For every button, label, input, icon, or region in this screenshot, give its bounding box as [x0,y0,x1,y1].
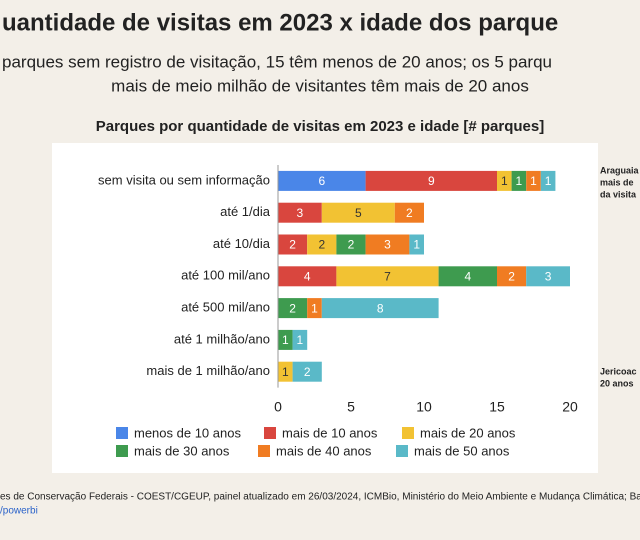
bar-segment [278,266,337,287]
bar-segment [336,234,366,255]
data-label: 7 [384,269,391,283]
data-label: 1 [297,333,304,347]
y-tick-label: até 500 mil/ano [181,300,270,315]
data-label: 1 [311,301,318,315]
legend-label: menos de 10 anos [134,425,241,440]
bar-segment [511,170,527,191]
bar-segment [394,202,424,223]
chart-title: Parques por quantidade de visitas em 202… [96,118,545,135]
data-label: 2 [318,238,325,252]
data-label: 1 [516,174,523,188]
y-tick-label: até 1 milhão/ano [174,331,270,346]
bar-segment [336,266,439,287]
y-tick-label: até 1/dia [220,204,271,219]
data-label: 1 [530,174,537,188]
data-label: 2 [289,301,296,315]
y-tick-label: até 10/dia [213,236,271,251]
data-label: 1 [282,365,289,379]
bar-segment [438,266,497,287]
bar-segment [307,234,337,255]
bar-segment [278,202,322,223]
bar-segment [526,266,570,287]
data-label: 5 [355,206,362,220]
data-label: 2 [289,238,296,252]
bar-segment [526,170,541,191]
bar-segment [292,329,308,350]
legend-swatch [258,445,270,457]
x-tick-label: 15 [489,399,505,415]
x-tick-label: 0 [274,399,282,415]
legend-swatch [396,445,408,457]
y-tick-label: mais de 1 milhão/ano [146,363,270,378]
legend-label: mais de 20 anos [420,425,516,440]
legend-swatch [116,445,128,457]
data-label: 2 [508,269,515,283]
side-note: Araguaia [600,165,640,175]
data-label: 1 [413,238,420,252]
data-label: 3 [384,238,391,252]
data-label: 9 [428,174,435,188]
side-note: Jericoac [600,366,637,376]
legend-label: mais de 10 anos [282,425,378,440]
data-label: 4 [304,269,311,283]
bar-segment [365,170,497,191]
data-label: 2 [348,238,355,252]
source-link[interactable]: /powerbi [0,506,38,517]
data-label: 1 [545,174,552,188]
x-tick-label: 20 [562,399,578,415]
bar-segment [540,170,556,191]
subtitle-line: mais de meio milhão de visitantes têm ma… [111,76,529,95]
legend-swatch [402,427,414,439]
data-label: 1 [282,333,289,347]
side-note: 20 anos [600,378,634,388]
bar-segment [409,234,424,255]
data-label: 6 [318,174,325,188]
legend-swatch [264,427,276,439]
bar-segment [278,361,293,382]
bar-segment [321,202,395,223]
bar-segment [321,298,439,319]
legend-label: mais de 50 anos [414,443,510,458]
side-note: mais de [600,177,634,187]
slide-title: uantidade de visitas em 2023 x idade dos… [2,9,558,36]
data-label: 2 [304,365,311,379]
bar-segment [278,329,293,350]
y-tick-label: sem visita ou sem informação [98,172,270,187]
data-label: 3 [297,206,304,220]
legend-swatch [116,427,128,439]
data-label: 8 [377,301,384,315]
bar-segment [497,266,527,287]
legend-label: mais de 40 anos [276,443,372,458]
data-label: 2 [406,206,413,220]
side-note: da visita [600,189,637,199]
y-tick-label: até 100 mil/ano [181,268,270,283]
bar-segment [292,361,322,382]
x-tick-label: 5 [347,399,355,415]
data-label: 4 [464,269,471,283]
subtitle-line: parques sem registro de visitação, 15 tê… [2,52,552,71]
source-note: es de Conservação Federais - COEST/CGEUP… [0,492,640,503]
data-label: 3 [545,269,552,283]
data-label: 1 [501,174,508,188]
bar-segment [497,170,512,191]
x-tick-label: 10 [416,399,432,415]
bar-segment [278,170,366,191]
bar-segment [365,234,410,255]
bar-segment [278,298,308,319]
bar-segment [307,298,322,319]
legend-label: mais de 30 anos [134,443,230,458]
bar-segment [278,234,308,255]
